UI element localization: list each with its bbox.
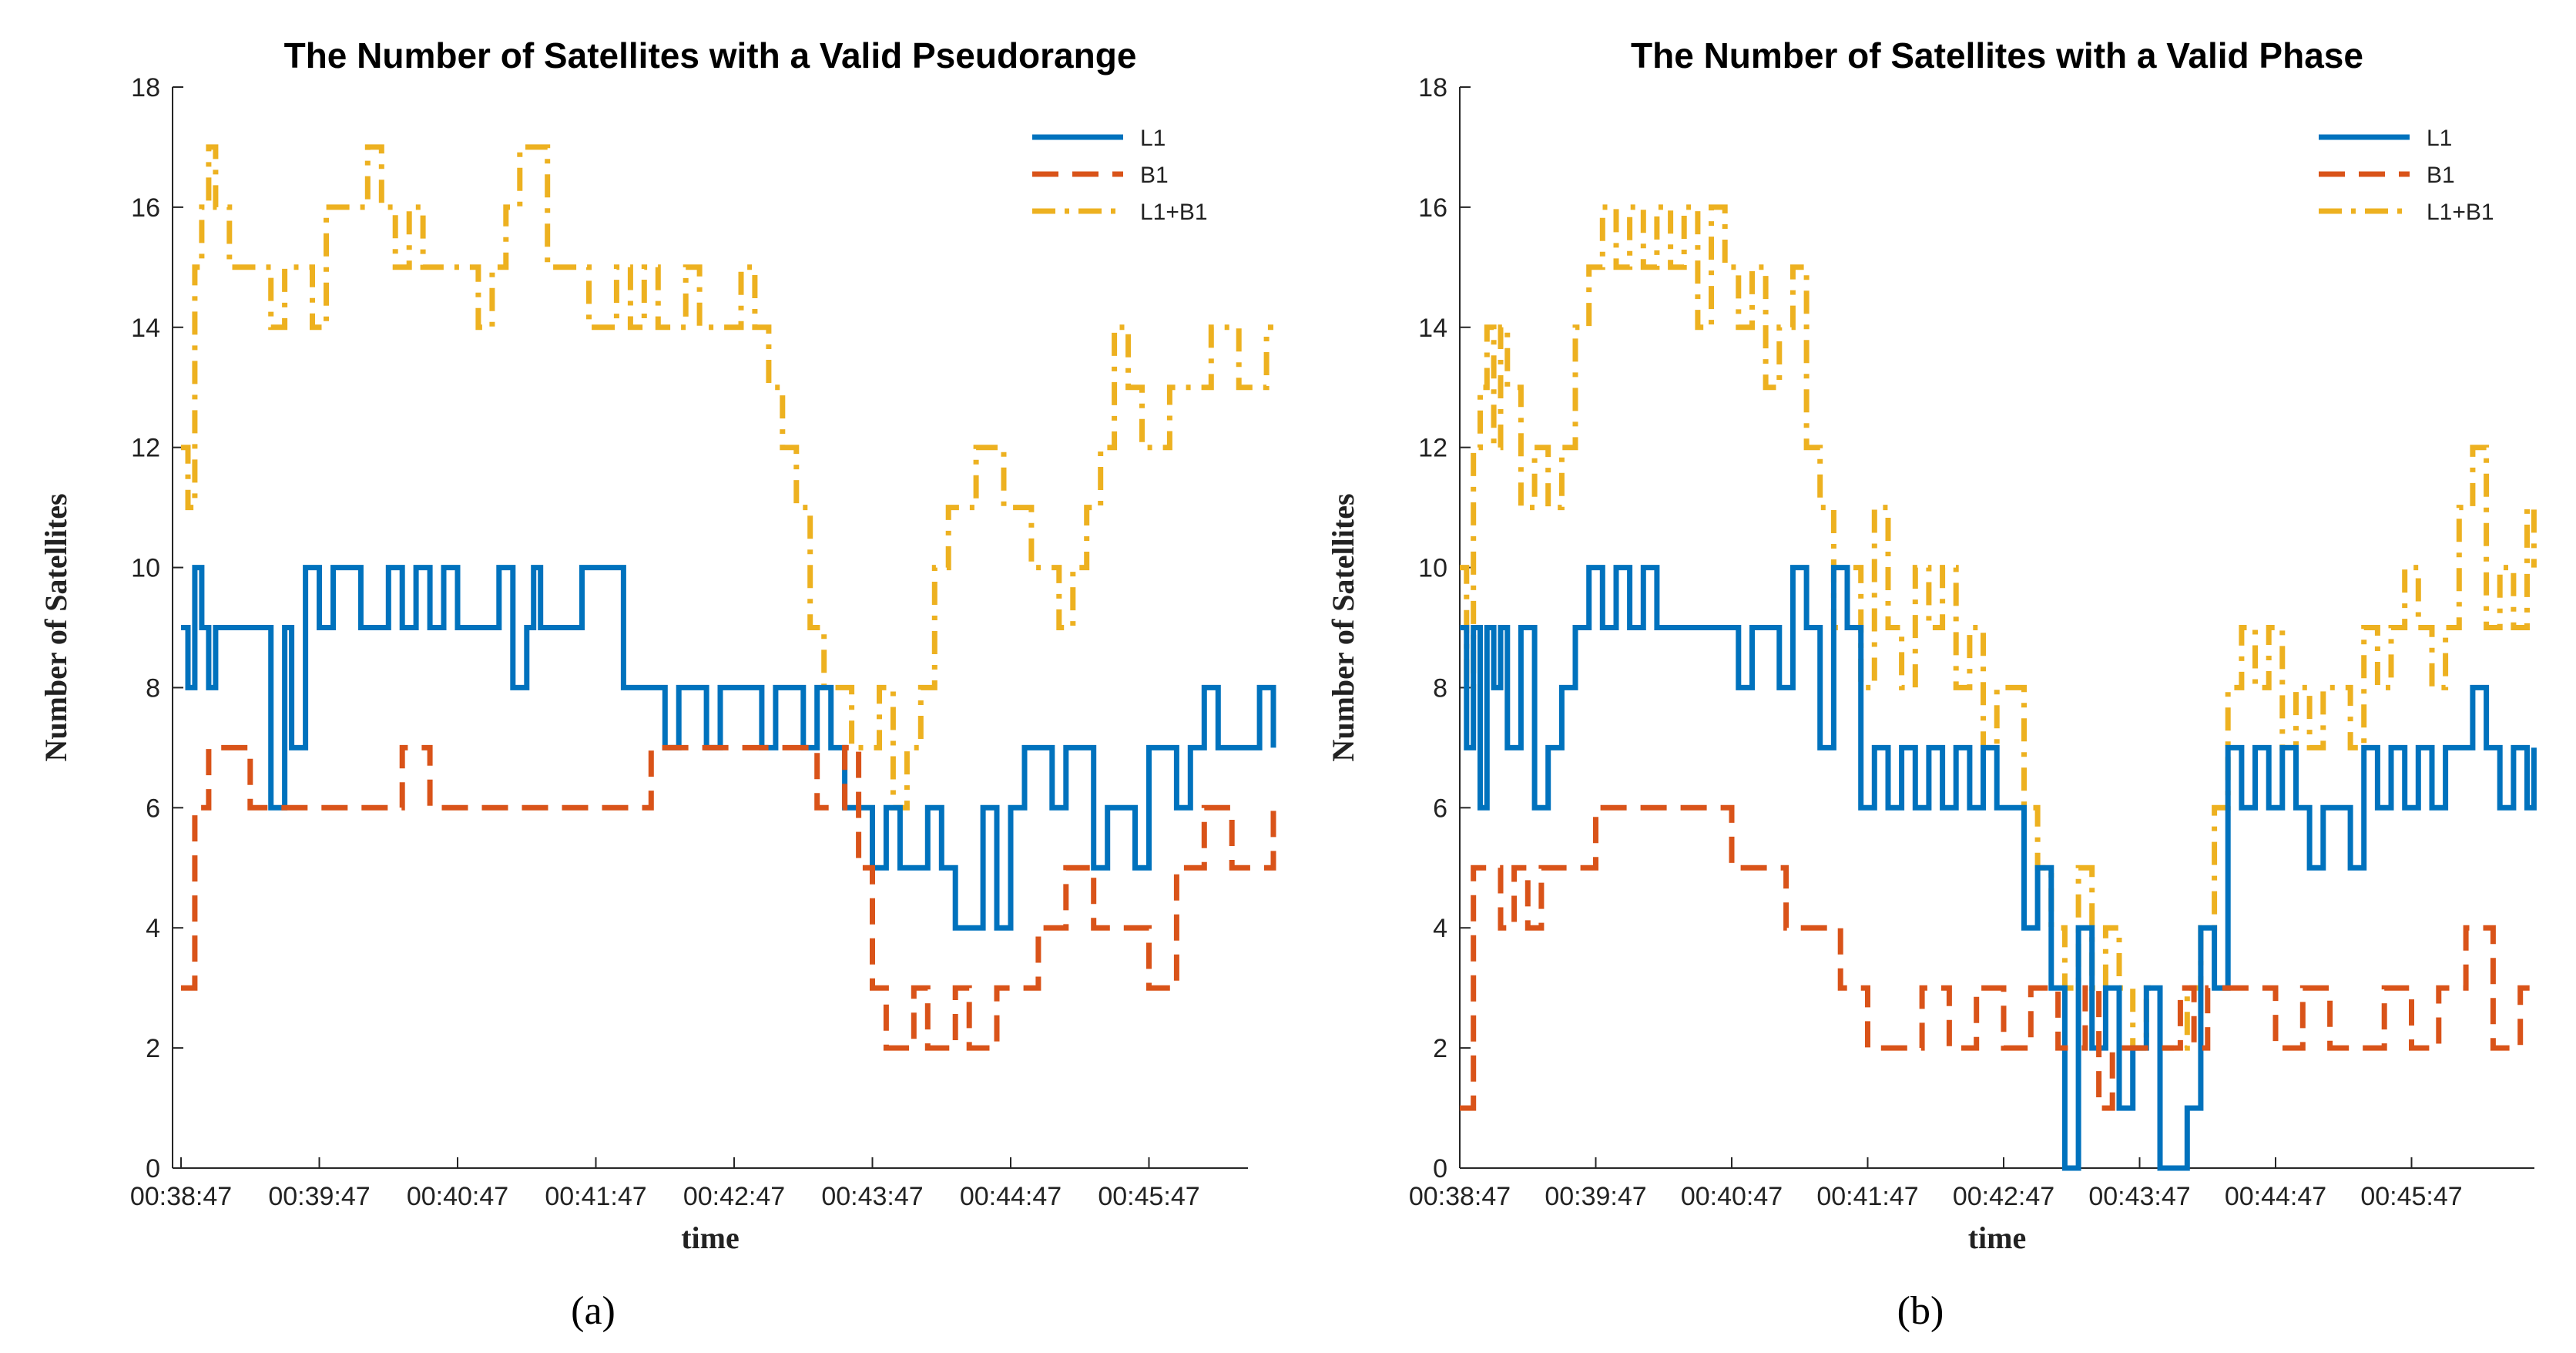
- x-tick-label: 00:45:47: [2360, 1182, 2462, 1211]
- x-tick-label: 00:40:47: [407, 1182, 508, 1211]
- x-tick-label: 00:42:47: [1953, 1182, 2054, 1211]
- x-tick-label: 00:39:47: [268, 1182, 370, 1211]
- y-tick-label: 6: [146, 794, 160, 823]
- y-tick-label: 8: [1433, 673, 1447, 703]
- y-tick-label: 18: [131, 73, 160, 102]
- y-tick-label: 16: [131, 193, 160, 223]
- y-tick-label: 0: [146, 1154, 160, 1183]
- legend-label: L1+B1: [1140, 200, 1208, 225]
- y-tick-label: 2: [146, 1034, 160, 1063]
- y-axis-label: Number of Satellites: [1326, 493, 1360, 761]
- y-tick-label: 18: [1418, 73, 1447, 102]
- legend: L1 B1 L1+B1: [1032, 126, 1208, 225]
- legend-label: L1: [2427, 126, 2452, 151]
- y-tick-label: 2: [1433, 1034, 1447, 1063]
- y-tick-label: 14: [1418, 314, 1447, 343]
- series-line-b1: [181, 744, 1276, 1051]
- x-tick-label: 00:43:47: [2088, 1182, 2190, 1211]
- panel-caption: (b): [1897, 1289, 1944, 1333]
- x-tick-label: 00:40:47: [1681, 1182, 1783, 1211]
- x-axis-label: time: [681, 1220, 740, 1255]
- series-line-l1-plus-b1: [181, 144, 1273, 811]
- y-tick-label: 8: [146, 673, 160, 703]
- legend-label: B1: [1140, 163, 1169, 188]
- y-tick-label: 6: [1433, 794, 1447, 823]
- series-line-l1: [1460, 565, 2537, 1171]
- x-tick-label: 00:41:47: [1816, 1182, 1918, 1211]
- series-lines: [181, 144, 1276, 1051]
- legend-label: L1: [1140, 126, 1166, 151]
- legend-label: L1+B1: [2427, 200, 2494, 225]
- x-tick-label: 00:44:47: [2225, 1182, 2326, 1211]
- x-tick-label: 00:38:47: [1409, 1182, 1511, 1211]
- x-tick-label: 00:43:47: [821, 1182, 923, 1211]
- legend-label: B1: [2427, 163, 2455, 188]
- y-tick-label: 0: [1433, 1154, 1447, 1183]
- panel-caption: (a): [571, 1289, 615, 1333]
- panel-a: The Number of Satellites with a Valid Ps…: [39, 35, 1276, 1333]
- chart-title: The Number of Satellites with a Valid Ph…: [1631, 35, 2363, 76]
- series-line-b1: [1460, 804, 2534, 1111]
- y-tick-label: 4: [146, 914, 160, 943]
- x-tick-label: 00:39:47: [1545, 1182, 1646, 1211]
- panel-b: The Number of Satellites with a Valid Ph…: [1326, 35, 2537, 1333]
- x-tick-label: 00:41:47: [545, 1182, 646, 1211]
- y-axis-label: Number of Satellites: [39, 493, 73, 761]
- x-tick-label: 00:38:47: [130, 1182, 232, 1211]
- y-tick-label: 12: [131, 434, 160, 463]
- y-tick-label: 4: [1433, 914, 1447, 943]
- x-tick-label: 00:45:47: [1098, 1182, 1199, 1211]
- x-tick-label: 00:42:47: [683, 1182, 785, 1211]
- series-line-l1-plus-b1: [1460, 204, 2537, 1051]
- chart-title: The Number of Satellites with a Valid Ps…: [284, 35, 1137, 76]
- y-tick-label: 10: [131, 554, 160, 583]
- y-tick-label: 10: [1418, 554, 1447, 583]
- x-axis-label: time: [1968, 1220, 2027, 1255]
- y-tick-label: 12: [1418, 434, 1447, 463]
- series-lines: [1460, 204, 2537, 1171]
- y-tick-label: 16: [1418, 193, 1447, 223]
- y-tick-label: 14: [131, 314, 160, 343]
- x-tick-label: 00:44:47: [960, 1182, 1062, 1211]
- legend: L1 B1 L1+B1: [2319, 126, 2494, 225]
